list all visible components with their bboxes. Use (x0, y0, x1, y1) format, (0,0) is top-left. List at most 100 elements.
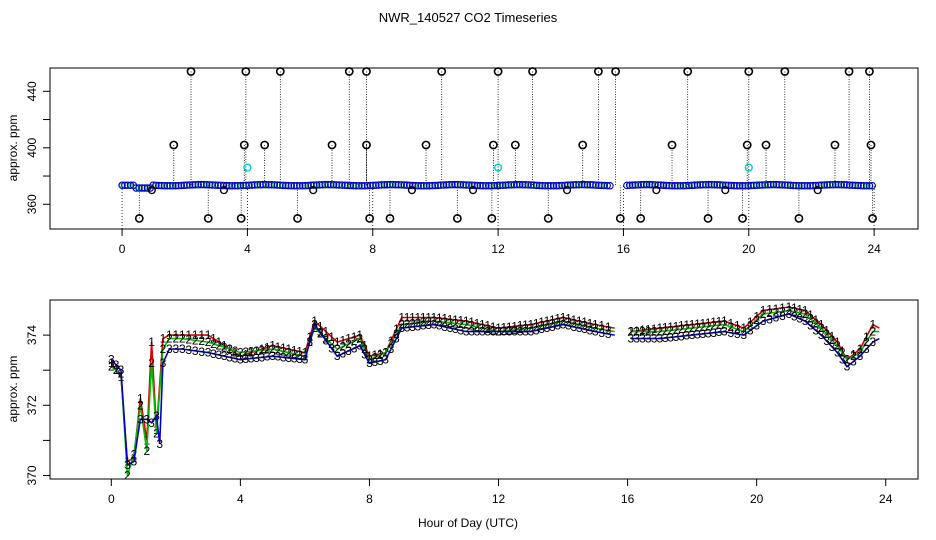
baseline-point (744, 181, 752, 190)
series-2-marker: 2 (869, 325, 876, 339)
series-2-marker: 2 (728, 320, 735, 334)
baseline-point (515, 180, 524, 189)
series-3-marker: 3 (517, 325, 524, 339)
series-3-marker: 3 (173, 342, 180, 356)
baseline-point (690, 181, 699, 189)
series-3-marker: 3 (415, 319, 422, 333)
series-2-marker: 2 (173, 332, 180, 346)
series-3-line (110, 322, 615, 467)
baseline-point (829, 180, 837, 189)
series-1-marker: 1 (850, 347, 857, 361)
series-3-marker: 3 (753, 319, 760, 333)
baseline-point (200, 180, 208, 189)
series-3-marker: 3 (544, 321, 551, 335)
series-3-marker: 3 (356, 339, 363, 353)
series-1-marker: 1 (216, 335, 223, 349)
series-1-marker: 1 (651, 322, 658, 336)
baseline-point (642, 180, 651, 189)
series-1-marker: 1 (829, 329, 836, 343)
series-2-marker: 2 (760, 307, 767, 321)
baseline-point (363, 181, 372, 190)
series-1-marker: 1 (694, 317, 701, 331)
series-3-marker: 3 (463, 325, 470, 339)
series-3-marker: 3 (323, 333, 330, 347)
baseline-point (377, 181, 386, 189)
baseline-point (487, 181, 496, 190)
baseline-point (575, 180, 583, 189)
series-2-marker: 2 (667, 323, 674, 337)
series-1-marker: 1 (302, 346, 309, 360)
series-2-marker: 2 (633, 325, 640, 339)
series-2-marker: 2 (791, 305, 798, 319)
spike-low-point (203, 214, 213, 223)
dip-point (219, 186, 229, 195)
baseline-point (513, 180, 521, 189)
series-2-marker: 2 (734, 322, 741, 336)
spike-low-point (293, 214, 302, 223)
baseline-point (603, 181, 611, 190)
series-2-marker: 2 (786, 304, 793, 318)
top-x-tick-label: 16 (617, 242, 631, 256)
baseline-point (775, 181, 783, 189)
series-3-marker: 3 (633, 332, 640, 346)
series-2-marker: 2 (511, 323, 518, 337)
series-2-marker: 2 (839, 346, 846, 360)
baseline-point (242, 181, 250, 190)
series-1-marker: 1 (242, 347, 249, 361)
series-2-marker: 2 (166, 332, 173, 346)
spike-high-point (437, 67, 447, 76)
series-3-marker: 3 (137, 412, 144, 426)
dip-point (562, 186, 572, 195)
series-2-marker: 2 (506, 323, 513, 337)
spike-mid-point (489, 140, 498, 150)
series-3-marker: 3 (728, 326, 735, 340)
baseline-point (817, 181, 826, 189)
baseline-point (346, 181, 355, 190)
series-3-marker: 3 (221, 349, 228, 363)
baseline-point (572, 181, 580, 189)
series-2-marker: 2 (721, 318, 728, 332)
series-1-marker: 1 (291, 343, 298, 357)
series-3-marker: 3 (863, 342, 870, 356)
series-1-marker: 1 (447, 312, 454, 326)
series-1-marker: 1 (361, 339, 368, 353)
baseline-point (355, 182, 363, 190)
baseline-point (597, 181, 606, 190)
series-3-marker: 3 (216, 348, 223, 362)
series-3-marker: 3 (560, 318, 567, 332)
baseline-point (862, 182, 871, 190)
series-3-marker: 3 (306, 335, 313, 349)
x-axis-label: Hour of Day (UTC) (418, 516, 518, 530)
series-2-marker: 2 (565, 315, 572, 329)
baseline-point (369, 181, 377, 190)
series-3-marker: 3 (554, 319, 561, 333)
series-2-marker: 2 (447, 316, 454, 330)
spike-low-point (385, 214, 395, 223)
baseline-point (372, 181, 380, 189)
baseline-point (860, 181, 868, 190)
series-3-marker: 3 (382, 353, 389, 367)
series-2-marker: 2 (834, 339, 841, 353)
baseline-point (735, 182, 744, 190)
series-3-marker: 3 (166, 342, 173, 356)
series-3-marker: 3 (179, 342, 186, 356)
baseline-point (843, 181, 851, 189)
baseline-point (253, 181, 262, 189)
baseline-point (448, 180, 456, 189)
series-2-marker: 2 (807, 312, 814, 326)
spike-high-point (865, 67, 874, 76)
baseline-point (727, 181, 735, 190)
series-3-marker: 3 (334, 349, 341, 363)
series-3-marker: 3 (605, 327, 612, 341)
baseline-point (132, 184, 140, 192)
series-3-marker: 3 (565, 319, 572, 333)
series-3-marker: 3 (285, 351, 292, 365)
spike-low-point (487, 214, 497, 223)
series-2-marker: 2 (296, 348, 303, 362)
series-1-marker: 1 (490, 320, 497, 334)
spike-high-point (683, 67, 693, 76)
baseline-point (186, 181, 194, 189)
baseline-point (422, 182, 431, 190)
series-2-marker: 2 (216, 339, 223, 353)
series-1-marker: 1 (425, 311, 432, 325)
